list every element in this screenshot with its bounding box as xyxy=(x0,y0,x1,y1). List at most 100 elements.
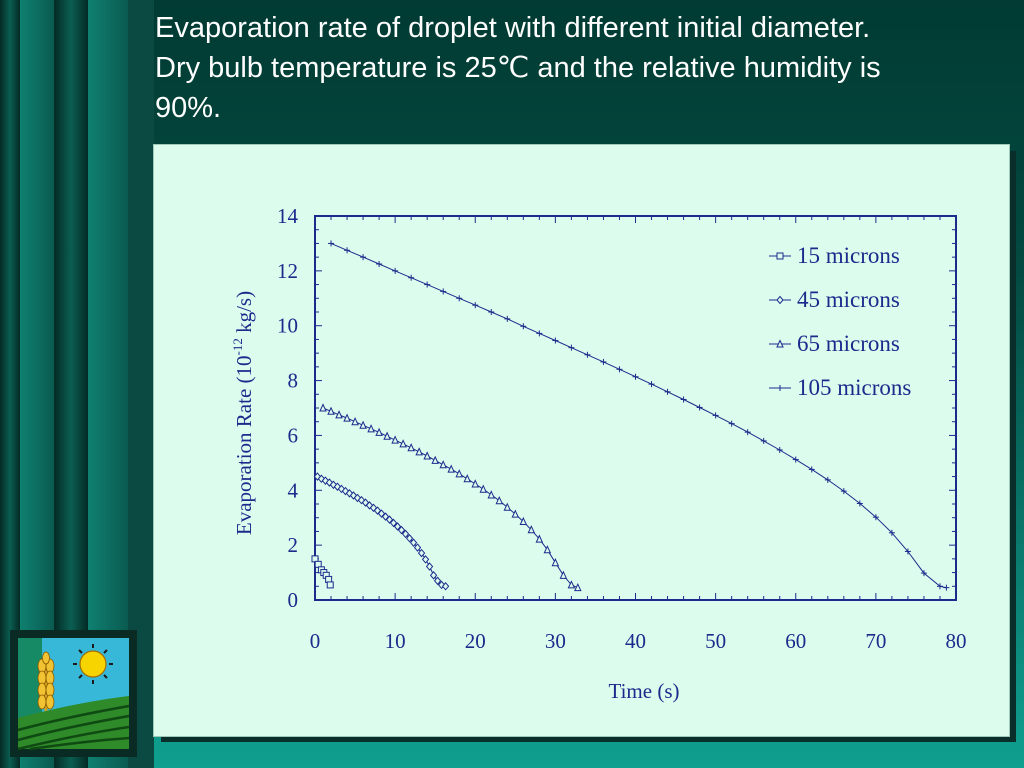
data-point-triangle xyxy=(375,427,383,436)
data-point-triangle xyxy=(455,469,464,478)
y-tick-label: 8 xyxy=(288,369,299,393)
data-point-plus xyxy=(808,466,815,473)
axes-layer: 0 10 20 30 40 50 60 70 80 0 2 4 6 8 10 12 14 xyxy=(277,204,967,653)
data-point-triangle xyxy=(543,545,552,554)
data-point-plus xyxy=(600,358,607,365)
y-tick-label: 6 xyxy=(288,423,299,447)
data-point-triangle xyxy=(407,443,415,452)
title-line-1: Evaporation rate of droplet with differe… xyxy=(155,12,871,44)
data-point-plus xyxy=(680,396,687,403)
data-point-triangle xyxy=(327,406,335,415)
data-point-plus xyxy=(777,385,783,391)
data-point-triangle xyxy=(399,439,407,448)
data-point-plus xyxy=(344,247,351,254)
data-point-plus xyxy=(392,267,399,274)
data-point-diamond xyxy=(397,525,406,535)
data-point-plus xyxy=(536,330,543,337)
data-point-plus xyxy=(696,404,703,411)
data-point-diamond xyxy=(405,534,414,543)
data-point-diamond xyxy=(385,515,394,524)
series-65-microns xyxy=(319,403,582,592)
data-point-triangle xyxy=(567,580,576,589)
chart-panel: 0 10 20 30 40 50 60 70 80 0 2 4 6 8 10 12 14 15 microns 4… xyxy=(153,144,1010,737)
legend-label: 65 microns xyxy=(797,331,900,356)
data-point-square xyxy=(776,252,784,260)
x-tick-label: 70 xyxy=(865,629,886,653)
data-point-plus xyxy=(504,315,511,322)
data-point-triangle xyxy=(367,424,375,433)
y-tick-label: 10 xyxy=(277,314,298,338)
legend-item: 45 microns xyxy=(769,287,900,312)
data-point-diamond xyxy=(401,529,410,539)
data-point-plus xyxy=(568,344,575,351)
data-point-plus xyxy=(408,274,415,281)
data-point-plus xyxy=(744,429,751,436)
data-point-diamond xyxy=(389,518,398,528)
data-point-triangle xyxy=(415,447,423,456)
data-point-plus xyxy=(360,254,367,261)
data-point-triangle xyxy=(503,502,512,511)
data-point-plus xyxy=(424,281,431,288)
data-point-triangle xyxy=(479,484,488,493)
x-tick-label: 30 xyxy=(545,629,566,653)
legend: 15 microns 45 microns 65 microns 105 micron… xyxy=(769,243,911,400)
data-point-plus xyxy=(824,476,831,483)
y-tick-label: 14 xyxy=(277,204,299,228)
y-tick-label: 4 xyxy=(288,478,299,502)
x-axis-title: Time (s) xyxy=(609,679,680,703)
data-point-triangle xyxy=(343,413,351,422)
data-point-triangle xyxy=(391,435,399,444)
series-105-microns xyxy=(328,240,950,591)
sun-icon xyxy=(73,644,113,684)
legend-item: 65 microns xyxy=(769,331,900,356)
data-point-square xyxy=(326,581,334,589)
data-point-triangle xyxy=(431,455,439,464)
wheat-icon xyxy=(37,651,55,714)
data-point-triangle xyxy=(463,474,472,483)
data-point-plus xyxy=(920,570,927,577)
data-point-plus xyxy=(840,488,847,495)
data-point-plus xyxy=(440,288,447,295)
data-point-plus xyxy=(632,373,639,380)
data-point-diamond xyxy=(417,548,426,558)
x-tick-label: 10 xyxy=(385,629,406,653)
data-point-diamond xyxy=(776,295,784,305)
title-line-2: Dry bulb temperature is 25℃ and the rela… xyxy=(155,52,881,84)
x-tick-label: 80 xyxy=(946,629,967,653)
data-point-plus xyxy=(376,261,383,267)
data-point-triangle xyxy=(574,582,582,592)
y-tick-label: 2 xyxy=(288,533,299,557)
x-tick-label: 50 xyxy=(705,629,726,653)
data-point-triangle xyxy=(383,431,391,440)
sun-and-wheat-field-logo-icon xyxy=(17,638,130,751)
y-axis-title-units: kg/s) xyxy=(232,291,256,338)
data-point-plus xyxy=(856,500,863,507)
data-point-triangle xyxy=(423,451,431,460)
y-tick-label: 0 xyxy=(288,588,299,612)
data-point-plus xyxy=(664,388,671,395)
data-point-plus xyxy=(616,366,623,373)
data-point-triangle xyxy=(487,490,496,499)
y-axis-title-main: Evaporation Rate (10 xyxy=(232,355,256,535)
slide-title: Evaporation rate of droplet with differe… xyxy=(155,8,1015,128)
data-point-diamond xyxy=(409,538,418,547)
legend-label: 105 microns xyxy=(797,375,911,400)
x-tick-label: 60 xyxy=(785,629,806,653)
legend-label: 15 microns xyxy=(797,243,900,268)
data-point-diamond xyxy=(429,571,438,580)
data-point-triangle xyxy=(351,417,359,426)
data-point-plus xyxy=(943,584,950,591)
series-layer xyxy=(311,240,950,592)
data-point-triangle xyxy=(776,339,784,348)
data-point-triangle xyxy=(535,534,544,543)
title-line-3: 90%. xyxy=(155,92,222,124)
data-point-triangle xyxy=(551,558,560,567)
series-15-microns xyxy=(311,555,334,589)
data-point-plus xyxy=(520,323,527,330)
series-line xyxy=(317,476,446,587)
data-point-triangle xyxy=(439,460,447,469)
legend-item: 15 microns xyxy=(769,243,900,268)
data-point-triangle xyxy=(495,496,504,505)
evaporation-rate-chart: 0 10 20 30 40 50 60 70 80 0 2 4 6 8 10 12 14 15 microns 4… xyxy=(230,204,967,703)
data-point-triangle xyxy=(359,420,367,429)
